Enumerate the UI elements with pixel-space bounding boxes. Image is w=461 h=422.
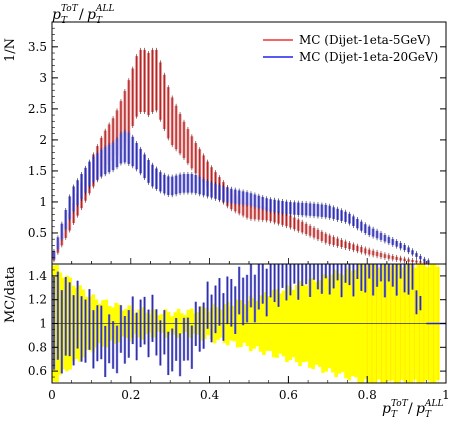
x-tick-label: 1	[442, 388, 450, 402]
svg-text:p: p	[52, 7, 61, 23]
y-tick-label: 1.4	[28, 269, 47, 283]
y-tick-label: 1	[39, 195, 47, 209]
series-2	[52, 129, 430, 265]
y-tick-label: 1.5	[28, 164, 47, 178]
y-tick-label: 3	[39, 71, 47, 85]
main-axis-title: p T ToT / p T ALL	[52, 4, 114, 26]
svg-text:T: T	[391, 410, 398, 420]
y-tick-label: 0.8	[28, 340, 47, 354]
x-tick-label: 0.4	[200, 388, 219, 402]
x-tick-label: 0.2	[121, 388, 140, 402]
y-tick-label: 0.5	[28, 226, 47, 240]
svg-text:T: T	[96, 16, 103, 26]
svg-text:p: p	[87, 7, 96, 23]
y-tick-label: 1.2	[28, 293, 47, 307]
main-ylabel: 1/N	[3, 38, 18, 62]
svg-text:/: /	[79, 7, 84, 23]
x-tick-label: 0.8	[358, 388, 377, 402]
ratio-ylabel: MC/data	[3, 266, 18, 323]
y-tick-label: 2	[39, 133, 47, 147]
legend-label-series-2: MC (Dijet-1eta-20GeV)	[299, 50, 438, 64]
x-tick-label: 0.6	[279, 388, 298, 402]
ratio-panel: 0.6 0.8 1 1.2 1.4 0 0.2 0.4 0.6 0.8 1	[28, 263, 450, 402]
x-tick-label: 0	[48, 388, 56, 402]
legend-label-series-1: MC (Dijet-1eta-5GeV)	[299, 33, 431, 47]
x-axis-title: p T ToT / p T ALL	[382, 399, 443, 420]
y-tick-label: 3.5	[28, 40, 47, 54]
svg-text:T: T	[425, 410, 432, 420]
svg-text:ToT: ToT	[61, 4, 79, 14]
svg-text:p: p	[416, 401, 425, 417]
legend: MC (Dijet-1eta-5GeV) MC (Dijet-1eta-20Ge…	[263, 33, 438, 64]
svg-text:ALL: ALL	[95, 4, 114, 14]
main-panel: 0.5 1 1.5 2 2.5 3 3.5	[28, 21, 447, 266]
svg-text:ToT: ToT	[391, 399, 409, 409]
y-tick-label: 0.6	[28, 364, 47, 378]
svg-text:p: p	[382, 401, 391, 417]
svg-text:/: /	[408, 401, 413, 417]
svg-text:T: T	[61, 16, 68, 26]
y-tick-label: 1	[39, 317, 47, 331]
y-tick-label: 2.5	[28, 102, 47, 116]
svg-text:ALL: ALL	[424, 399, 443, 409]
